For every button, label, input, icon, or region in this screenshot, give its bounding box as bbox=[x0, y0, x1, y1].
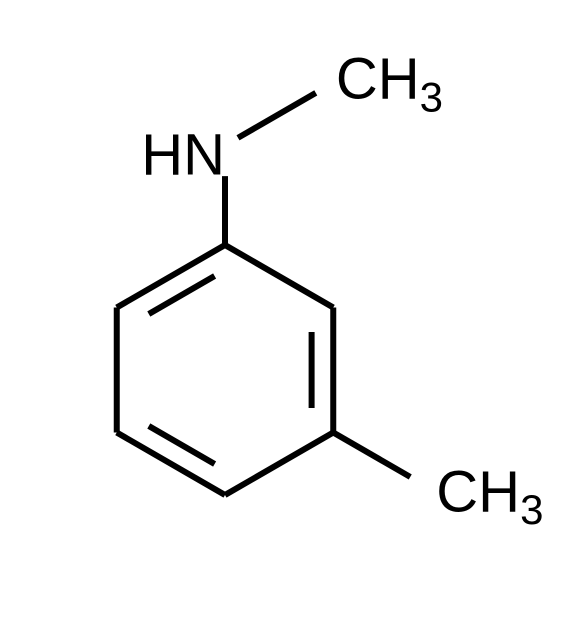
atom-label-hn: HN bbox=[141, 122, 225, 187]
bond bbox=[225, 245, 333, 308]
atom-label-ch3: CH3 bbox=[436, 459, 543, 533]
bond bbox=[333, 433, 410, 477]
bond bbox=[238, 93, 316, 138]
atom-label-ch3: CH3 bbox=[336, 47, 443, 121]
bond bbox=[225, 433, 333, 496]
